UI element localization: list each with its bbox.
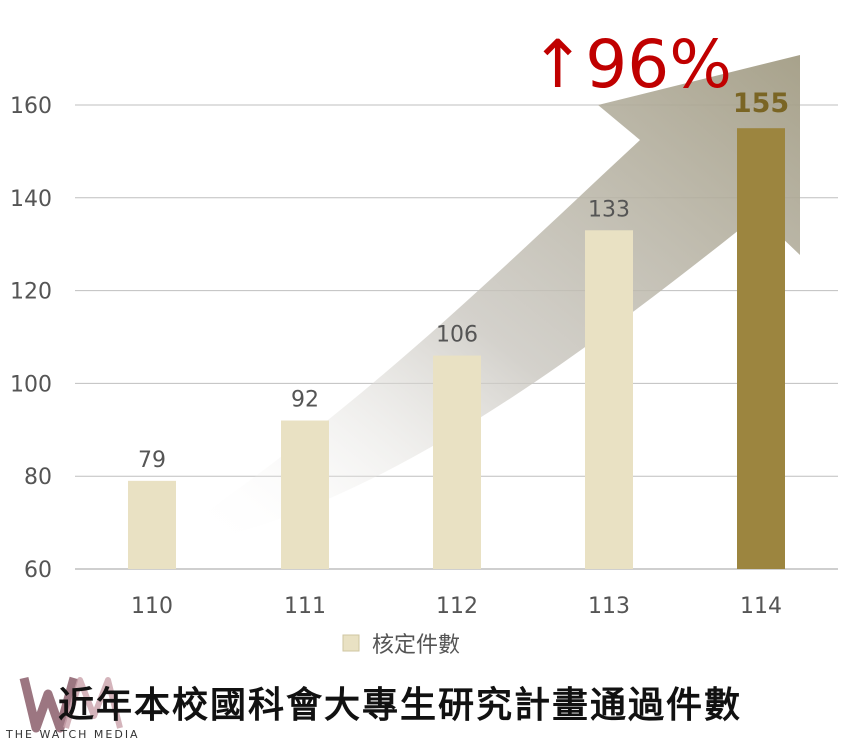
x-tick-label-112: 112 — [436, 594, 478, 619]
x-axis-ticks: 110 111 112 113 114 — [131, 594, 782, 619]
growth-arrow — [195, 55, 800, 535]
x-tick-label-113: 113 — [588, 594, 630, 619]
legend-label: 核定件數 — [372, 633, 460, 658]
y-tick-label-140: 140 — [10, 187, 52, 212]
chart-title: 近年本校國科會大專生研究計畫通過件數 — [58, 685, 743, 726]
data-labels: 79 92 106 133 155 — [138, 88, 789, 473]
data-label-114: 155 — [733, 88, 789, 119]
y-tick-label-60: 60 — [24, 558, 52, 583]
data-label-113: 133 — [588, 197, 630, 222]
watch-media-logo — [19, 676, 123, 733]
y-axis-ticks: 60 80 100 120 140 160 — [10, 94, 52, 583]
bar-chart: 60 80 100 120 140 160 110 111 112 113 114 79 92 106… — [10, 26, 838, 658]
data-label-110: 79 — [138, 448, 166, 473]
bar-112 — [433, 355, 481, 569]
y-tick-label-120: 120 — [10, 280, 52, 305]
y-tick-label-160: 160 — [10, 94, 52, 119]
bar-114 — [737, 128, 785, 569]
bar-113 — [585, 230, 633, 569]
x-tick-label-110: 110 — [131, 594, 173, 619]
x-tick-label-111: 111 — [284, 594, 326, 619]
y-tick-label-100: 100 — [10, 372, 52, 397]
legend-swatch — [342, 634, 360, 652]
data-label-112: 106 — [436, 323, 478, 348]
logo-text: THE WATCH MEDIA — [6, 728, 140, 741]
bars-group — [128, 128, 785, 569]
data-label-111: 92 — [291, 388, 319, 413]
x-tick-label-114: 114 — [740, 594, 782, 619]
bar-111 — [281, 420, 329, 569]
growth-annotation: ↑96% — [530, 26, 732, 103]
bar-110 — [128, 480, 176, 569]
y-tick-label-80: 80 — [24, 465, 52, 490]
